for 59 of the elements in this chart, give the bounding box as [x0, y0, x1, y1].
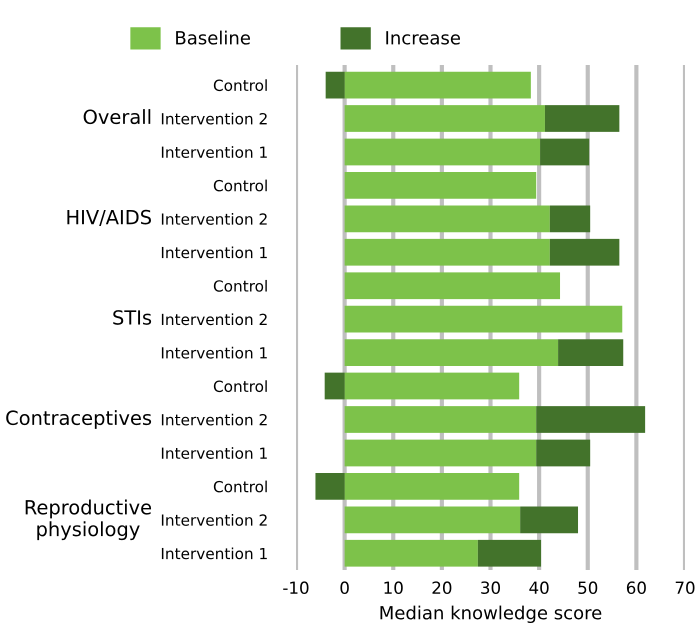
bar	[344, 105, 545, 132]
bar	[344, 172, 536, 199]
bar	[344, 540, 478, 567]
bar	[550, 238, 620, 266]
x-tick-label: 20	[432, 581, 452, 594]
x-tick-label: -10	[283, 581, 309, 594]
bar	[344, 205, 550, 232]
bar	[344, 473, 520, 500]
bar	[478, 540, 542, 567]
x-tick-label: 70	[676, 581, 694, 594]
y-tick-label: Intervention 1	[162, 547, 267, 560]
bar	[536, 406, 646, 433]
text: Reproductive physiology	[26, 500, 152, 540]
bar	[550, 205, 590, 232]
y-tick-label: Intervention 1	[162, 146, 267, 158]
y-tick-label: Intervention 2	[162, 414, 267, 426]
bar	[344, 238, 550, 266]
x-tick-label: 40	[529, 581, 549, 594]
text: STIs	[113, 310, 152, 325]
bar	[344, 406, 536, 433]
y-tick-label: Intervention 2	[162, 112, 267, 125]
text: Contraceptives	[6, 410, 152, 429]
legend-label: Baseline	[176, 30, 250, 45]
text: HIV/AIDS	[67, 210, 151, 226]
bar	[344, 372, 520, 400]
bar	[520, 506, 578, 534]
text: Overall	[84, 109, 150, 124]
bar	[544, 105, 620, 132]
y-tick-label: Intervention 1	[162, 246, 267, 258]
bar	[326, 72, 345, 98]
bar	[536, 440, 590, 466]
y-tick-label: Control	[214, 480, 267, 492]
y-tick-label: Control	[214, 79, 267, 92]
bar	[540, 138, 590, 166]
bar	[344, 506, 520, 534]
x-tick-label: 0	[340, 581, 349, 594]
y-tick-label: Intervention 1	[162, 346, 267, 359]
x-axis-title: Median knowledge score	[380, 606, 602, 624]
y-tick-label: Intervention 2	[162, 313, 267, 326]
bar	[324, 372, 345, 400]
bar	[344, 272, 560, 300]
bar	[558, 339, 624, 366]
bar	[315, 473, 345, 500]
bar	[344, 440, 536, 466]
x-tick-label: 50	[578, 581, 598, 594]
y-tick-label: Intervention 1	[162, 447, 267, 459]
y-tick-label: Control	[214, 180, 267, 192]
y-tick-label: Control	[214, 280, 267, 292]
x-tick-label: 10	[384, 581, 403, 594]
bar	[344, 138, 540, 166]
y-tick-label: Control	[214, 380, 267, 392]
x-tick-label: 60	[626, 581, 646, 594]
legend-label: Increase	[386, 31, 460, 45]
y-tick-label: Intervention 2	[162, 514, 267, 526]
x-tick-label: 30	[481, 581, 500, 594]
bar	[344, 306, 622, 333]
y-tick-label: Intervention 2	[162, 213, 267, 225]
bar	[344, 72, 531, 98]
bar	[344, 339, 558, 366]
